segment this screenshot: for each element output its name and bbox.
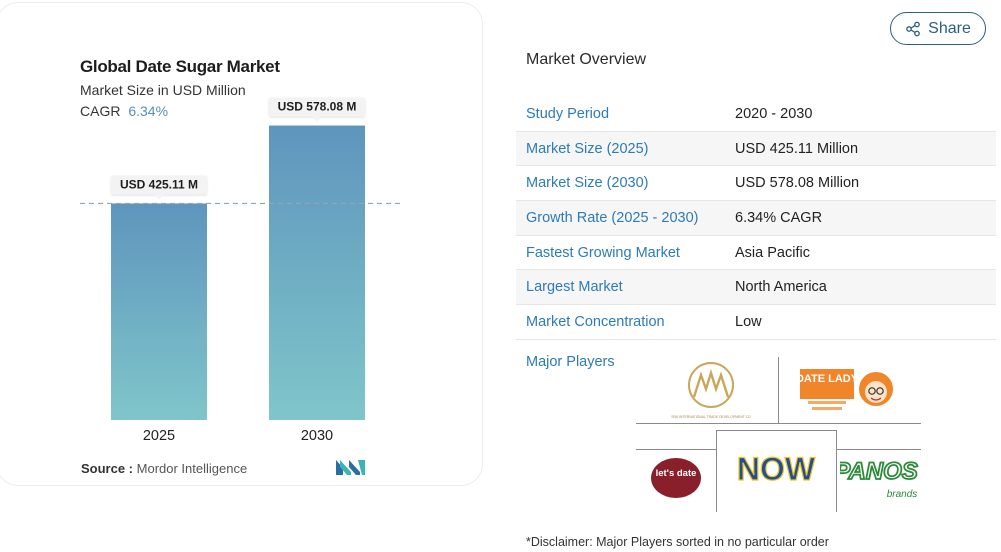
overview-key[interactable]: Fastest Growing Market — [526, 244, 680, 261]
sra-logo: SRA INTERNATIONAL TRADE DEVELOPMENT CO — [671, 362, 751, 419]
chart-subtitle: Market Size in USD Million — [80, 82, 246, 98]
overview-table: Study Period 2020 - 2030 Market Size (202… — [516, 97, 996, 340]
sra-logo-text: SRA INTERNATIONAL TRADE DEVELOPMENT CO — [671, 415, 751, 419]
overview-key[interactable]: Growth Rate (2025 - 2030) — [526, 209, 699, 226]
overview-value: Asia Pacific — [735, 244, 810, 261]
svg-text:let's date: let's date — [656, 468, 697, 479]
data-label-2030: USD 578.08 M — [269, 97, 365, 122]
mordor-intelligence-logo — [336, 460, 365, 475]
cagr-value: 6.34% — [128, 103, 169, 119]
chart-title: Global Date Sugar Market — [80, 57, 280, 76]
now-logo-text: NOW — [737, 451, 816, 487]
disclaimer: *Disclaimer: Major Players sorted in no … — [526, 535, 829, 549]
overview-row: Fastest Growing Market Asia Pacific — [516, 236, 996, 271]
overview-value: North America — [735, 279, 827, 296]
overview-title: Market Overview — [526, 51, 647, 68]
share-button[interactable]: Share — [890, 12, 986, 45]
major-players-grid: SRA INTERNATIONAL TRADE DEVELOPMENT CO D… — [636, 357, 921, 517]
lets-date-logo-text: let's date — [656, 468, 697, 479]
now-logo: NOW — [736, 450, 816, 487]
overview-key[interactable]: Study Period — [526, 105, 610, 122]
source-label: Source : — [81, 461, 134, 476]
overview-value: 6.34% CAGR — [735, 209, 823, 226]
share-icon — [906, 21, 920, 36]
panos-logo-text: PANOS — [840, 458, 918, 485]
overview-row: Growth Rate (2025 - 2030) 6.34% CAGR — [516, 201, 996, 236]
bar-2030 — [269, 125, 365, 420]
svg-text:USD 578.08 M: USD 578.08 M — [278, 100, 357, 114]
overview-value: 2020 - 2030 — [735, 105, 813, 122]
major-players-label[interactable]: Major Players — [526, 354, 615, 370]
overview-row: Market Size (2025) USD 425.11 Million — [516, 131, 996, 167]
cagr-label: CAGR — [80, 103, 121, 119]
source-text: Mordor Intelligence — [136, 461, 248, 476]
overview-key[interactable]: Largest Market — [526, 279, 623, 296]
overview-key[interactable]: Market Size (2025) — [526, 140, 649, 157]
bar-2025 — [111, 203, 207, 420]
overview-value: USD 578.08 Million — [735, 175, 860, 192]
overview-row: Market Concentration Low — [516, 305, 996, 340]
overview-row: Study Period 2020 - 2030 — [516, 97, 996, 132]
overview-row: Largest Market North America — [516, 270, 996, 306]
data-label-2025: USD 425.11 M — [111, 175, 207, 200]
date-lady-logo-text: DATE LADY — [798, 373, 859, 385]
source-line: Source : Mordor Intelligence — [81, 461, 247, 476]
lets-date-logo: let's date — [651, 458, 701, 498]
overview-key[interactable]: Market Concentration — [526, 313, 665, 330]
overview-row: Market Size (2030) USD 578.08 Million — [516, 166, 996, 202]
overview-value: Low — [735, 313, 762, 330]
overview-key[interactable]: Market Size (2030) — [526, 175, 649, 192]
overview-value: USD 425.11 Million — [735, 140, 859, 157]
date-lady-logo: DATE LADY — [798, 369, 893, 410]
bar-chart: USD 425.11 M USD 578.08 M 2025 2030 — [80, 97, 400, 444]
cagr-line: CAGR 6.34% — [80, 103, 168, 119]
x-tick-2025: 2025 — [143, 428, 175, 444]
chart-card — [0, 2, 483, 486]
share-label: Share — [928, 19, 971, 37]
x-tick-2030: 2030 — [301, 428, 333, 444]
svg-text:USD 425.11 M: USD 425.11 M — [120, 177, 198, 191]
panos-logo: PANOS brands — [840, 457, 919, 500]
panos-logo-subtext: brands — [887, 489, 918, 500]
